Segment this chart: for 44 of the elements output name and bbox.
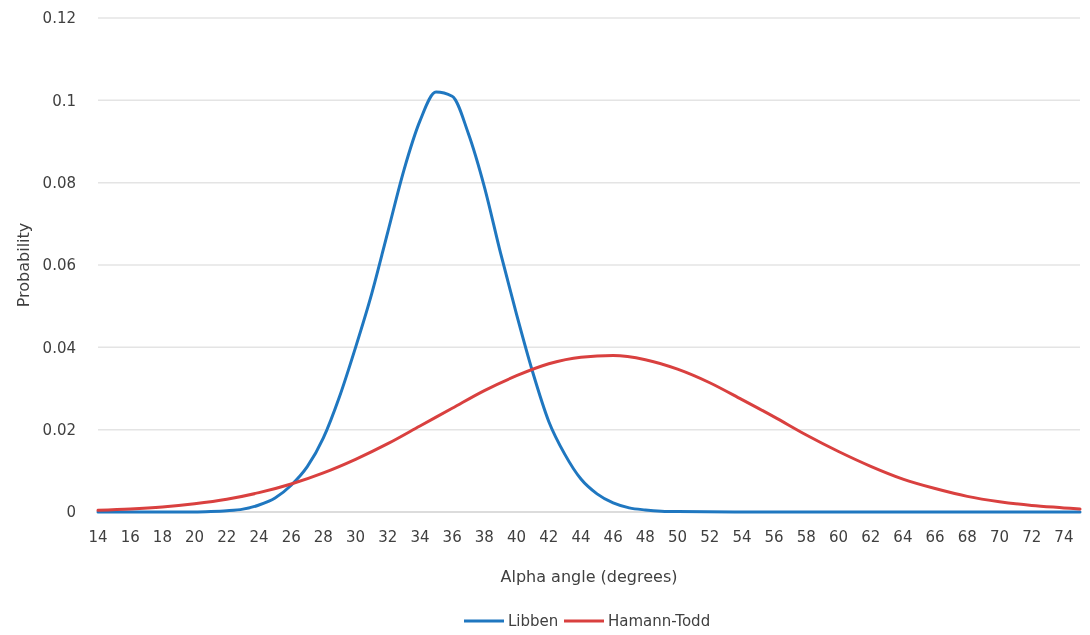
x-tick-label: 66 — [925, 528, 945, 546]
x-axis-title: Alpha angle (degrees) — [500, 567, 678, 586]
x-tick-label: 60 — [828, 528, 849, 546]
x-tick-label: 32 — [378, 528, 398, 546]
legend-label: Libben — [508, 612, 559, 630]
y-tick-label: 0.08 — [42, 173, 76, 192]
y-tick-label: 0.1 — [52, 91, 76, 110]
x-tick-label: 58 — [796, 528, 816, 546]
x-tick-label: 42 — [539, 528, 559, 546]
x-tick-label: 40 — [507, 528, 527, 546]
y-tick-label: 0 — [66, 503, 76, 522]
x-tick-label: 72 — [1022, 528, 1042, 546]
x-tick-label: 64 — [893, 528, 913, 546]
y-tick-label: 0.02 — [42, 420, 76, 439]
x-tick-label: 20 — [185, 528, 205, 546]
x-tick-label: 28 — [313, 528, 333, 546]
y-tick-label: 0.06 — [42, 256, 76, 275]
x-tick-label: 68 — [957, 528, 977, 546]
x-tick-label: 74 — [1054, 528, 1074, 546]
x-tick-label: 24 — [249, 528, 269, 546]
x-tick-label: 54 — [732, 528, 752, 546]
x-tick-label: 48 — [635, 528, 655, 546]
line-series — [96, 90, 1082, 514]
x-tick-label: 38 — [474, 528, 494, 546]
x-tick-label: 16 — [120, 528, 140, 546]
x-tick-label: 30 — [346, 528, 366, 546]
y-tick-label: 0.12 — [42, 9, 76, 28]
x-tick-label: 18 — [152, 528, 172, 546]
x-tick-label: 22 — [217, 528, 237, 546]
x-tick-label: 34 — [410, 528, 430, 546]
x-tick-label: 56 — [764, 528, 784, 546]
x-tick-label: 36 — [442, 528, 462, 546]
x-tick-label: 46 — [603, 528, 623, 546]
x-tick-label: 62 — [861, 528, 881, 546]
x-tick-label: 52 — [700, 528, 720, 546]
x-tick-label: 70 — [989, 528, 1010, 546]
x-tick-label: 50 — [667, 528, 688, 546]
y-axis-title: Probability — [14, 222, 33, 308]
x-tick-label: 26 — [281, 528, 301, 546]
line-series — [96, 354, 1082, 512]
x-tick-label: 44 — [571, 528, 591, 546]
legend-label: Hamann-Todd — [608, 612, 711, 630]
y-tick-label: 0.04 — [42, 338, 76, 357]
x-tick-label: 14 — [88, 528, 108, 546]
